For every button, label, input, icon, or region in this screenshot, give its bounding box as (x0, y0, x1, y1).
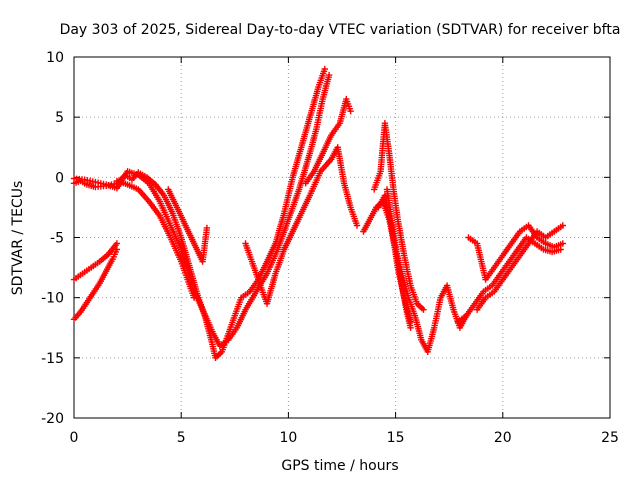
x-tick-label: 25 (601, 430, 619, 446)
data-point-marker (203, 224, 211, 232)
y-tick-label: -15 (41, 351, 64, 367)
x-tick-label: 20 (494, 430, 512, 446)
chart-title: Day 303 of 2025, Sidereal Day-to-day VTE… (60, 22, 621, 38)
data-points (70, 65, 566, 361)
x-tick-label: 10 (279, 430, 297, 446)
data-point-marker (347, 108, 354, 115)
data-point-marker (559, 240, 566, 247)
y-tick-label: -5 (50, 231, 64, 247)
data-point-marker (420, 306, 427, 313)
data-point-marker (190, 294, 198, 301)
data-point-marker (113, 246, 121, 253)
data-point-marker (325, 71, 333, 79)
data-point-marker (113, 240, 121, 247)
data-point-marker (559, 222, 566, 229)
tick-labels: 0 5 10 15 20 25 10 5 0 -5 -10 -15 -20 (41, 50, 619, 446)
x-axis-label: GPS time / hours (281, 458, 398, 474)
y-tick-label: -20 (41, 411, 64, 427)
data-point-marker (321, 65, 328, 73)
y-tick-label: 0 (55, 170, 64, 186)
y-tick-label: 5 (55, 110, 64, 126)
data-point-marker (353, 222, 361, 229)
x-tick-label: 15 (387, 430, 405, 446)
data-point-marker (407, 324, 414, 331)
x-tick-label: 5 (177, 430, 186, 446)
data-point-marker (557, 246, 564, 253)
y-tick-label: -10 (41, 291, 64, 307)
x-tick-label: 0 (70, 430, 79, 446)
y-axis-label: SDTVAR / TECUs (10, 181, 26, 296)
axis-ticks (73, 56, 611, 419)
y-tick-label: 10 (46, 50, 64, 66)
